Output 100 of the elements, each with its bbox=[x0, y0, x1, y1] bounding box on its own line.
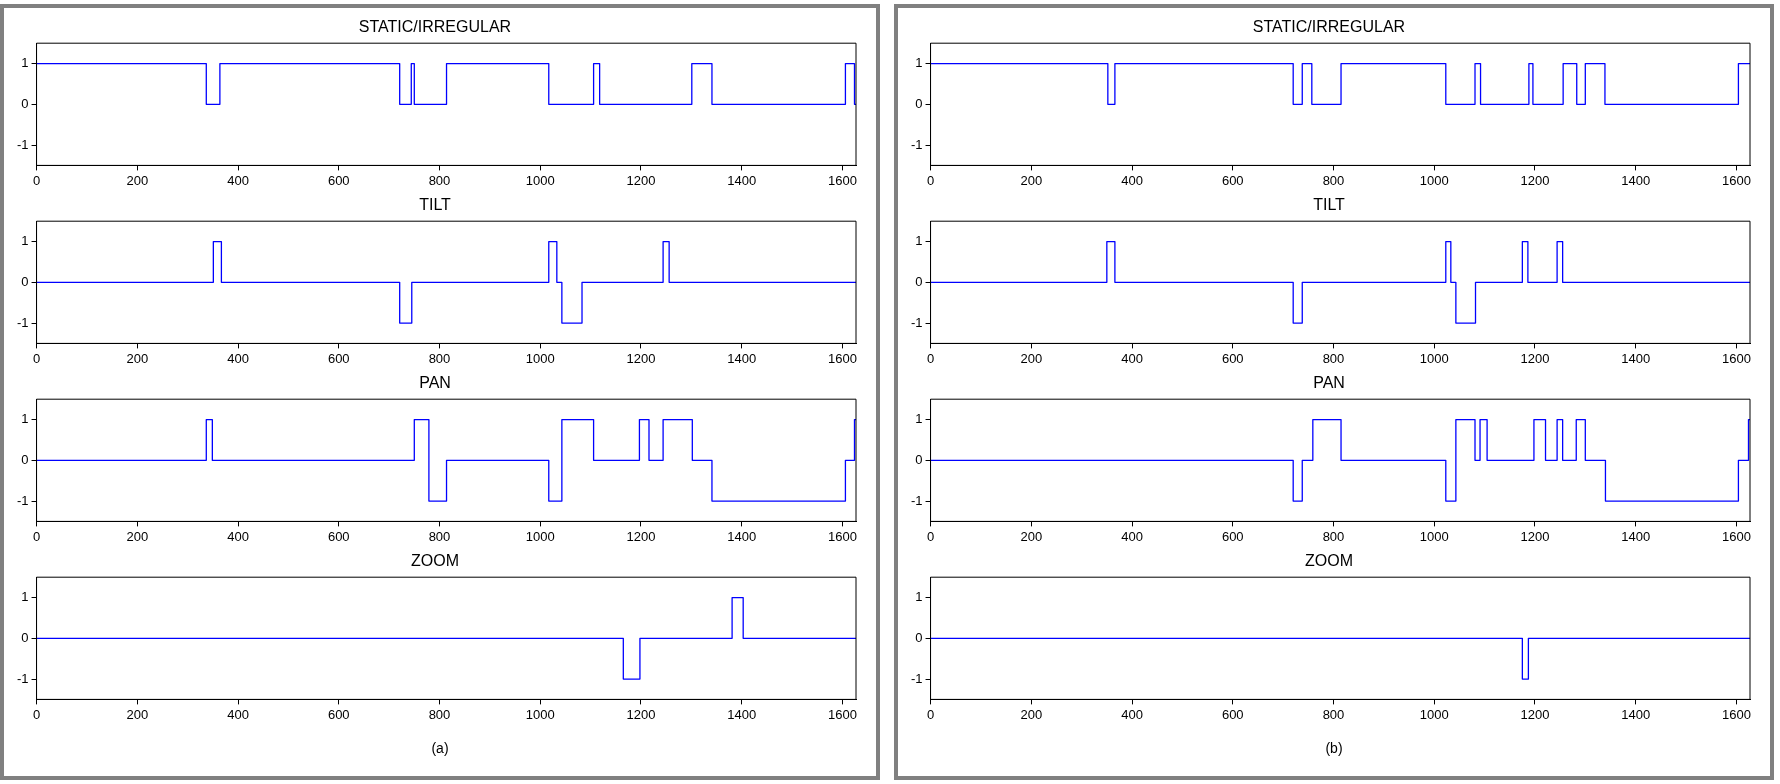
x-tick-label: 0 bbox=[926, 172, 935, 188]
x-tick-label: 200 bbox=[1020, 350, 1043, 366]
y-tick-label: 0 bbox=[21, 629, 29, 645]
x-tick-label: 0 bbox=[32, 172, 41, 188]
x-tick-label: 0 bbox=[926, 350, 935, 366]
y-tick-label: 1 bbox=[915, 55, 923, 71]
x-tick-label: 600 bbox=[1221, 172, 1244, 188]
x-tick-label: 200 bbox=[1020, 172, 1043, 188]
x-tick-label: 1000 bbox=[1419, 706, 1449, 722]
x-tick-label: 1600 bbox=[1721, 172, 1751, 188]
x-tick-label: 0 bbox=[926, 706, 935, 722]
chart-title: ZOOM bbox=[1305, 552, 1353, 570]
x-tick-label: 400 bbox=[227, 528, 249, 544]
y-tick-label: -1 bbox=[17, 492, 29, 508]
chart-title: TILT bbox=[419, 196, 452, 214]
y-tick-label: 1 bbox=[21, 55, 29, 71]
x-tick-label: 0 bbox=[32, 350, 41, 366]
x-tick-label: 1400 bbox=[1621, 706, 1651, 722]
x-tick-label: 1000 bbox=[525, 172, 555, 188]
y-tick-label: 0 bbox=[21, 95, 29, 111]
x-tick-label: 1400 bbox=[1621, 172, 1651, 188]
chart-title: ZOOM bbox=[411, 552, 459, 570]
x-tick-label: 800 bbox=[1322, 350, 1345, 366]
y-tick-label: 0 bbox=[21, 273, 29, 289]
x-tick-label: 400 bbox=[227, 706, 249, 722]
x-tick-label: 800 bbox=[428, 350, 451, 366]
y-tick-label: -1 bbox=[17, 314, 29, 330]
x-tick-label: 0 bbox=[32, 706, 41, 722]
y-tick-label: 1 bbox=[21, 411, 29, 427]
x-tick-label: 600 bbox=[327, 528, 350, 544]
x-tick-label: 1600 bbox=[827, 350, 857, 366]
y-tick-label: 0 bbox=[915, 451, 923, 467]
text: (b) bbox=[1324, 740, 1344, 756]
x-tick-label: 1200 bbox=[1520, 706, 1550, 722]
x-tick-label: 1200 bbox=[1520, 172, 1550, 188]
x-tick-label: 400 bbox=[1121, 706, 1143, 722]
chart-title: TILT bbox=[1313, 196, 1346, 214]
x-tick-label: 1600 bbox=[1721, 528, 1751, 544]
x-tick-label: 800 bbox=[428, 706, 451, 722]
x-tick-label: 1000 bbox=[525, 706, 555, 722]
x-tick-label: 1000 bbox=[1419, 528, 1449, 544]
x-tick-label: 1400 bbox=[1621, 528, 1651, 544]
x-tick-label: 1000 bbox=[525, 350, 555, 366]
x-tick-label: 600 bbox=[327, 350, 350, 366]
x-tick-label: 1400 bbox=[727, 172, 757, 188]
y-tick-label: -1 bbox=[911, 492, 923, 508]
y-tick-label: 1 bbox=[915, 411, 923, 427]
x-tick-label: 800 bbox=[428, 528, 451, 544]
x-tick-label: 0 bbox=[32, 528, 41, 544]
x-tick-label: 600 bbox=[1221, 350, 1244, 366]
x-tick-label: 1200 bbox=[626, 528, 656, 544]
x-tick-label: 200 bbox=[126, 172, 149, 188]
x-tick-label: 200 bbox=[1020, 706, 1043, 722]
x-tick-label: 1400 bbox=[1621, 350, 1651, 366]
x-tick-label: 200 bbox=[1020, 528, 1043, 544]
x-tick-label: 800 bbox=[1322, 172, 1345, 188]
x-tick-label: 600 bbox=[327, 706, 350, 722]
chart-title: PAN bbox=[419, 374, 451, 392]
x-tick-label: 600 bbox=[327, 172, 350, 188]
x-tick-label: 1000 bbox=[525, 528, 555, 544]
x-tick-label: 1600 bbox=[1721, 350, 1751, 366]
y-tick-label: -1 bbox=[911, 136, 923, 152]
x-tick-label: 600 bbox=[1221, 706, 1244, 722]
x-tick-label: 200 bbox=[126, 350, 149, 366]
x-tick-label: 200 bbox=[126, 528, 149, 544]
chart-title: PAN bbox=[1313, 374, 1345, 392]
y-tick-label: -1 bbox=[17, 136, 29, 152]
y-tick-label: 0 bbox=[915, 95, 923, 111]
y-tick-label: 0 bbox=[21, 451, 29, 467]
x-tick-label: 1600 bbox=[827, 172, 857, 188]
x-tick-label: 400 bbox=[227, 350, 249, 366]
x-tick-label: 1200 bbox=[626, 706, 656, 722]
x-tick-label: 800 bbox=[428, 172, 451, 188]
x-tick-label: 1400 bbox=[727, 528, 757, 544]
x-tick-label: 1200 bbox=[626, 172, 656, 188]
x-tick-label: 1600 bbox=[1721, 706, 1751, 722]
y-tick-label: 1 bbox=[915, 233, 923, 249]
text: (a) bbox=[430, 740, 450, 756]
y-tick-label: 1 bbox=[21, 233, 29, 249]
x-tick-label: 1400 bbox=[727, 350, 757, 366]
y-tick-label: -1 bbox=[17, 670, 29, 686]
y-tick-label: 1 bbox=[21, 589, 29, 605]
chart-title: STATIC/IRREGULAR bbox=[1252, 18, 1406, 36]
x-tick-label: 200 bbox=[126, 706, 149, 722]
x-tick-label: 1200 bbox=[1520, 350, 1550, 366]
x-tick-label: 400 bbox=[1121, 172, 1143, 188]
x-tick-label: 1000 bbox=[1419, 172, 1449, 188]
x-tick-label: 1600 bbox=[827, 706, 857, 722]
x-tick-label: 400 bbox=[1121, 350, 1143, 366]
x-tick-label: 1200 bbox=[626, 350, 656, 366]
x-tick-label: 400 bbox=[1121, 528, 1143, 544]
y-tick-label: -1 bbox=[911, 670, 923, 686]
y-tick-label: -1 bbox=[911, 314, 923, 330]
x-tick-label: 600 bbox=[1221, 528, 1244, 544]
y-tick-label: 0 bbox=[915, 629, 923, 645]
x-tick-label: 800 bbox=[1322, 528, 1345, 544]
x-tick-label: 400 bbox=[227, 172, 249, 188]
x-tick-label: 1600 bbox=[827, 528, 857, 544]
chart-title: STATIC/IRREGULAR bbox=[358, 18, 512, 36]
x-tick-label: 1200 bbox=[1520, 528, 1550, 544]
